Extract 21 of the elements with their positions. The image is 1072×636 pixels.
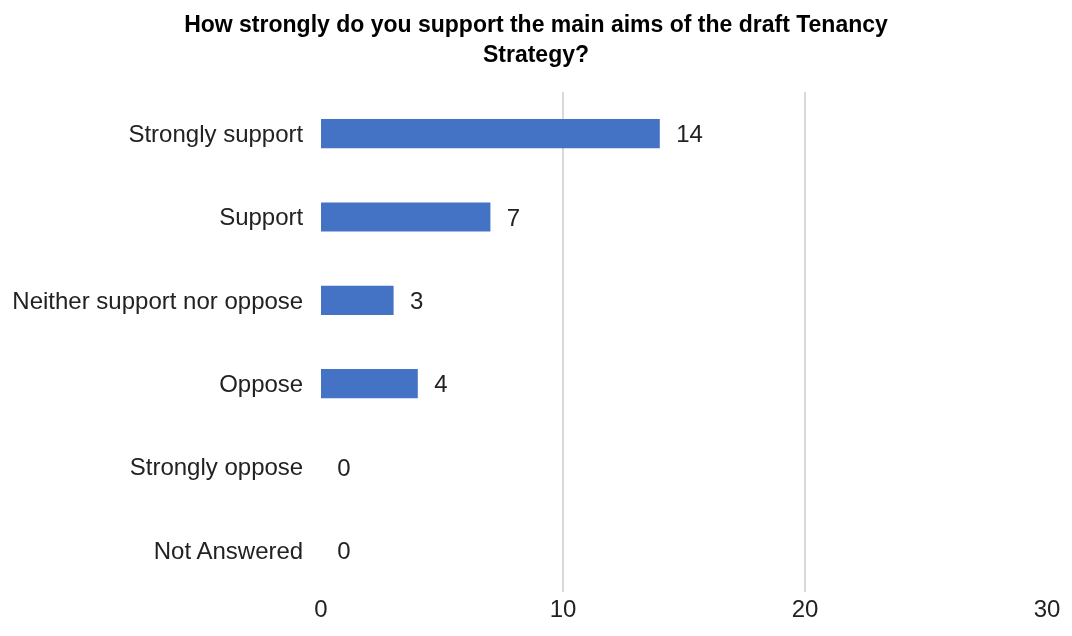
y-tick-label: Strongly oppose (129, 453, 304, 481)
data-label: 3 (396, 286, 424, 314)
y-tick-label: Support (219, 203, 304, 231)
y-tick-label: Not Answered (153, 536, 304, 564)
data-label: 0 (324, 536, 351, 564)
y-tick-label: Oppose (219, 370, 304, 398)
bar (321, 369, 418, 399)
bar (321, 202, 491, 232)
x-tick-label: 10 (549, 595, 577, 622)
y-tick-label: Strongly support (128, 120, 304, 148)
x-tick-label: 20 (791, 595, 819, 622)
x-tick-label: 0 (314, 595, 328, 622)
y-tick-label: Neither support nor oppose (12, 286, 304, 314)
data-label: 7 (493, 203, 521, 231)
data-label: 14 (662, 120, 703, 148)
data-label: 4 (420, 370, 448, 398)
bar (321, 119, 660, 149)
bar (321, 285, 394, 315)
data-label: 0 (324, 453, 351, 481)
x-tick-label: 30 (1033, 595, 1061, 622)
chart-title: How strongly do you support the main aims of the draft Tenancy Strategy? (184, 10, 889, 67)
